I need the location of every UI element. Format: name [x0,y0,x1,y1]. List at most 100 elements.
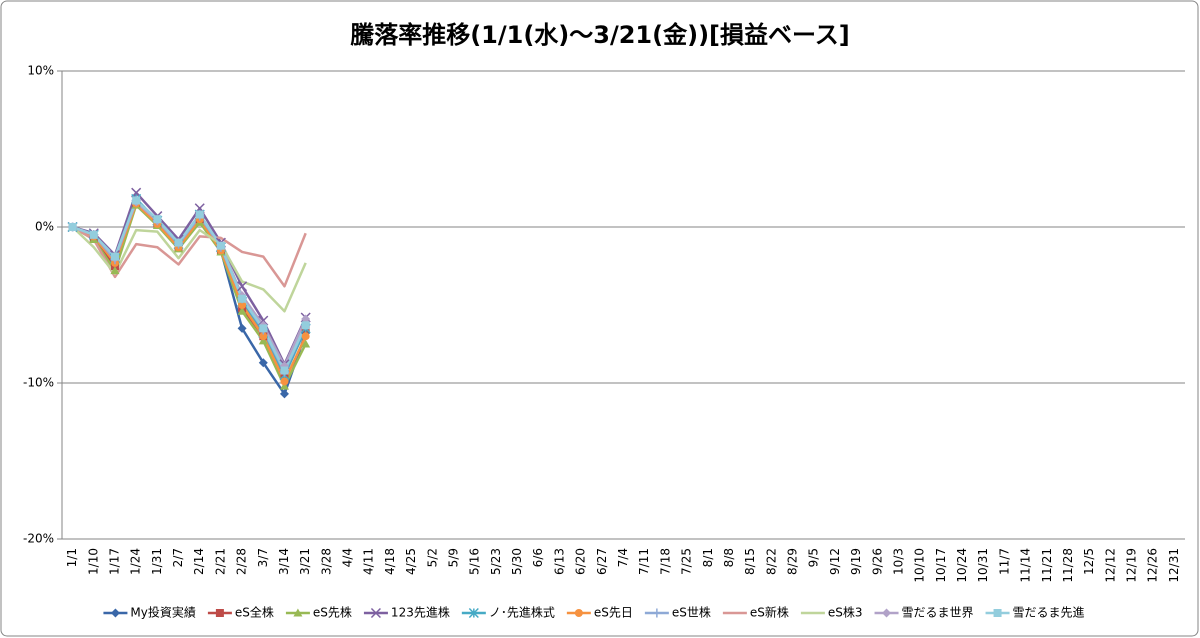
x-tick-label: 5/16 [468,548,482,575]
marker [258,358,268,368]
x-tick-label: 10/24 [955,548,969,583]
x-tick-label: 8/8 [722,548,736,567]
marker [68,223,77,231]
x-tick-label: 7/4 [616,548,630,567]
chart-title: 騰落率推移(1/1(水)～3/21(金))[損益ベース] [350,21,850,49]
x-tick-label: 5/23 [489,548,503,575]
x-tick-label: 3/21 [298,548,312,575]
legend-label: 雪だるま世界 [902,606,974,620]
x-tick-label: 6/13 [552,548,566,575]
legend-label: eS先日 [594,606,633,620]
x-tick-label: 11/7 [997,548,1011,575]
marker [238,301,247,309]
marker [279,381,289,390]
x-tick-label: 11/14 [1019,548,1033,583]
marker [301,339,311,348]
legend-label: eS株3 [828,605,863,620]
marker [195,210,204,219]
marker [132,196,141,205]
legend-marker [468,607,479,619]
marker [280,377,289,386]
x-tick-label: 5/30 [510,548,524,575]
legend-label: eS世株 [672,605,711,620]
x-tick-label: 4/25 [404,548,418,575]
legend-marker [652,608,662,618]
x-tick-label: 10/31 [976,548,990,583]
x-tick-label: 11/28 [1061,548,1075,583]
marker [237,281,248,292]
x-tick-label: 2/28 [235,548,249,575]
x-tick-label: 2/21 [213,548,227,575]
legend-marker [574,609,583,617]
x-tick-label: 1/24 [129,548,143,575]
legend-label: 雪だるま先進 [1013,606,1085,620]
x-tick-label: 8/1 [701,548,715,567]
x-tick-label: 2/14 [192,548,206,575]
marker [153,215,162,224]
x-tick-label: 3/28 [319,548,333,575]
marker [259,324,268,333]
legend-marker [215,609,224,617]
x-tick-label: 3/14 [277,548,291,575]
x-tick-label: 8/29 [786,548,800,575]
x-tick-label: 1/31 [150,548,164,575]
x-tick-label: 12/31 [1167,548,1181,583]
marker [238,294,247,303]
x-tick-label: 9/5 [807,548,821,567]
legend-label: My投資実績 [130,605,195,620]
x-tick-label: 7/25 [680,548,694,575]
legend-marker [110,608,120,618]
legend-marker [293,608,303,617]
marker [280,366,289,375]
y-tick-label: -20% [23,532,54,546]
legend-label: eS新株 [750,605,789,620]
y-tick-label: 10% [27,64,54,78]
y-tick-label: -10% [23,376,54,390]
x-tick-label: 4/11 [362,548,376,575]
legend-label: eS全株 [235,605,274,620]
marker [279,389,289,399]
marker [237,306,247,315]
legend-label: eS先株 [313,605,352,620]
x-tick-label: 4/4 [341,548,355,567]
marker [237,323,247,333]
x-tick-label: 10/3 [891,548,905,575]
legend-marker [882,608,892,618]
marker [216,241,225,250]
x-tick-label: 10/17 [934,548,948,583]
x-tick-label: 7/11 [637,548,651,575]
x-tick-label: 1/10 [86,548,100,575]
x-tick-label: 6/27 [595,548,609,575]
legend: My投資実績 eS全株 eS先株 123先進株 ノ･先進株式 eS先日 eS世株 eS新株 eS… [103,605,1085,620]
x-tick-label: 3/7 [256,548,270,567]
marker [258,315,269,326]
marker [259,332,268,341]
x-tick-label: 4/18 [383,548,397,575]
x-tick-label: 6/20 [574,548,588,575]
marker [110,266,120,275]
legend-marker [370,607,381,619]
marker [301,332,310,341]
x-tick-label: 5/9 [446,548,460,567]
marker [258,336,268,345]
legend-marker [993,609,1002,617]
x-tick-label: 6/6 [531,548,545,567]
x-tick-label: 12/5 [1082,548,1096,575]
marker [174,238,183,247]
x-tick-label: 10/10 [913,548,927,583]
marker [110,252,119,261]
x-tick-label: 9/12 [828,548,842,575]
x-tick-label: 2/7 [171,548,185,567]
x-tick-label: 12/12 [1103,548,1117,583]
x-tick-label: 12/26 [1146,548,1160,583]
x-tick-label: 8/15 [743,548,757,575]
x-tick-label: 12/19 [1125,548,1139,583]
marker [89,230,98,239]
x-tick-label: 1/17 [107,548,121,575]
legend-label: 123先進株 [391,605,450,620]
x-tick-label: 7/18 [658,548,672,575]
marker [301,321,310,330]
x-tick-label: 11/21 [1040,548,1054,583]
